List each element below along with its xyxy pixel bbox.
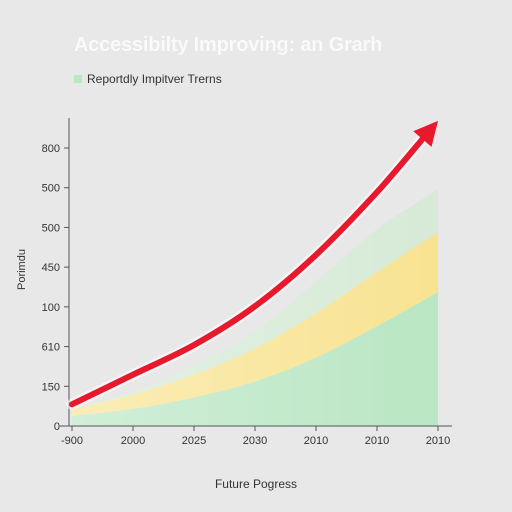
legend-swatch — [74, 75, 82, 83]
trend-arrow-head — [413, 120, 438, 147]
y-tick-label: 100 — [42, 302, 60, 314]
x-tick-label: 2030 — [243, 435, 267, 447]
y-tick-label: 500 — [42, 222, 60, 234]
trend-arrow-line — [69, 131, 430, 408]
legend-label: Reportdly Impitver Trerns — [87, 72, 222, 86]
area-layers — [72, 189, 438, 426]
x-axis-label: Future Pogress — [214, 477, 298, 491]
x-tick-label: 2010 — [365, 435, 389, 447]
chart-title: Accessibilty Improving: an Grarh — [74, 34, 383, 56]
y-tick-label: 800 — [42, 143, 60, 155]
y-ticks: 0 150 610 100 450 500 500 800 — [42, 143, 69, 433]
x-tick-label: 2010 — [426, 435, 450, 447]
x-tick-label: 2025 — [182, 435, 206, 447]
y-tick-label: 0 — [54, 421, 60, 433]
y-tick-label: 500 — [42, 183, 60, 195]
area-highlight — [72, 189, 438, 426]
axes — [60, 118, 452, 427]
y-tick-label: 150 — [42, 381, 60, 393]
trend-arrow — [66, 120, 438, 410]
x-tick-label: 2010 — [304, 435, 328, 447]
x-ticks: -900 2000 2025 2030 2010 2010 2010 — [61, 426, 450, 447]
x-tick-label: 2000 — [121, 435, 145, 447]
legend: Reportdly Impitver Trerns — [74, 72, 222, 86]
y-tick-label: 450 — [42, 262, 60, 274]
x-tick-label: -900 — [61, 435, 83, 447]
y-tick-label: 610 — [42, 342, 60, 354]
